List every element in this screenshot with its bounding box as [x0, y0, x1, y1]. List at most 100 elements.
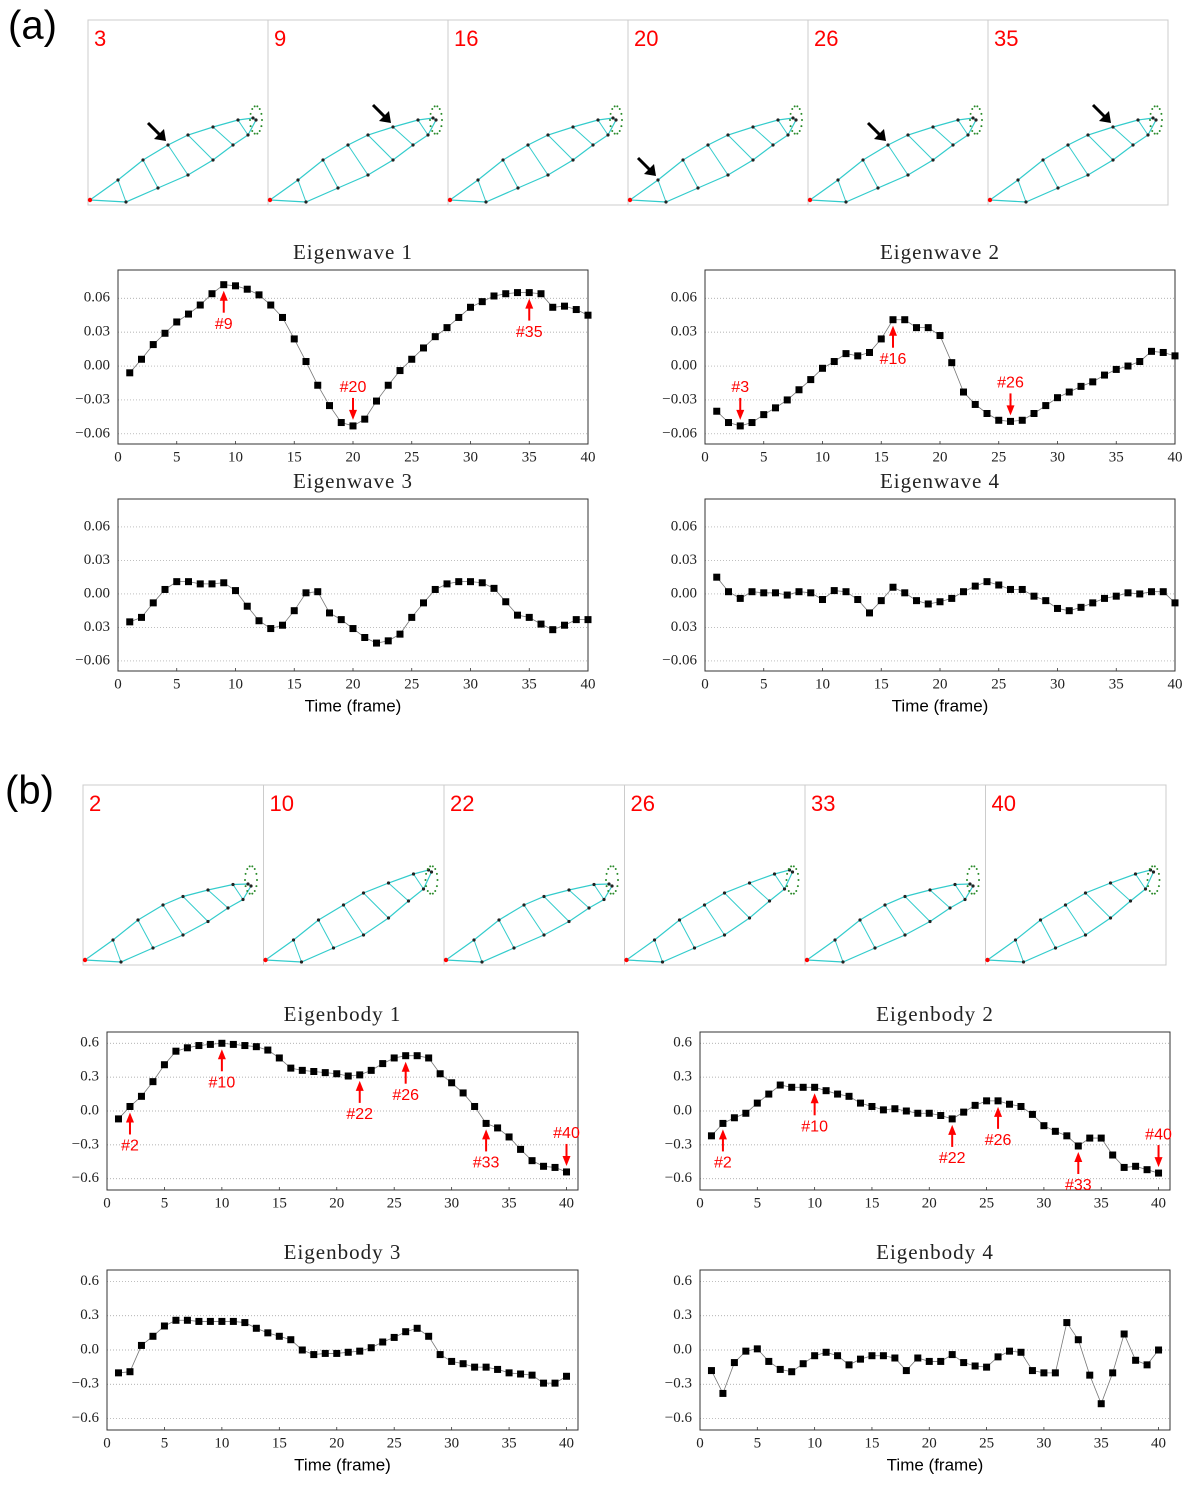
data-point [783, 396, 791, 404]
worm-node [416, 118, 420, 122]
worm-node [606, 133, 610, 137]
data-point [326, 609, 333, 617]
x-tick-label: 20 [922, 1195, 937, 1211]
data-point [551, 1163, 559, 1171]
data-point [436, 1070, 444, 1078]
worm-rib [957, 119, 969, 136]
worm-node [249, 884, 253, 888]
worm-node [111, 938, 115, 942]
head-trace [971, 108, 974, 111]
data-point [126, 1102, 134, 1110]
worm-node [366, 173, 370, 177]
y-tick-label: 0.0 [80, 1102, 99, 1118]
y-tick-label: 0.0 [673, 1341, 692, 1357]
head-trace [1148, 868, 1151, 871]
worm-rib [1087, 134, 1114, 161]
data-point [344, 1348, 352, 1356]
head-trace [976, 105, 979, 108]
data-point [344, 1072, 352, 1080]
head-trace [618, 108, 621, 111]
head-trace [249, 112, 252, 115]
head-trace [616, 105, 619, 108]
worm-node [953, 882, 957, 887]
x-tick-label: 10 [228, 676, 243, 692]
worm-rib [543, 896, 570, 922]
worm-rib [834, 939, 844, 963]
head-trace [256, 132, 259, 135]
worm-node [296, 178, 300, 182]
worm-node [790, 870, 795, 874]
x-tick-label: 5 [754, 1435, 762, 1451]
data-point [795, 386, 803, 394]
data-point [149, 599, 157, 607]
worm-node [1151, 116, 1155, 120]
worm-node [542, 894, 546, 899]
worm-rib [859, 919, 876, 949]
x-tick-label: 25 [991, 676, 1006, 692]
data-point [514, 289, 521, 297]
data-point [149, 1332, 157, 1340]
data-point [584, 616, 592, 624]
x-tick-label: 0 [701, 676, 709, 692]
data-point [1007, 585, 1014, 593]
worm-node [592, 882, 596, 887]
data-point [220, 281, 228, 289]
data-point [114, 1115, 122, 1123]
data-line [711, 1084, 1159, 1174]
y-tick-label: −0.06 [75, 425, 110, 441]
annotation-arrow-head [736, 409, 745, 420]
worm-node [1143, 887, 1148, 891]
worm-rib [679, 919, 695, 949]
data-point [408, 613, 416, 621]
head-trace [1151, 108, 1154, 111]
data-point [185, 578, 192, 586]
worm-node [236, 118, 240, 122]
head-trace [248, 865, 251, 868]
data-point [971, 582, 979, 590]
annotation-arrow-head [562, 1155, 571, 1166]
x-tick-label: 35 [522, 449, 537, 465]
annotation: #26 [392, 1087, 419, 1104]
head-trace [429, 125, 432, 128]
worm-node [747, 881, 752, 885]
data-point [149, 1078, 157, 1086]
worm-rib [904, 896, 931, 922]
worm-rib [417, 119, 429, 136]
worm-tail [807, 197, 813, 203]
data-point [1132, 1356, 1140, 1364]
worm-node [903, 933, 907, 937]
head-trace [431, 865, 434, 868]
x-tick-label: 20 [329, 1435, 344, 1451]
worm-node [501, 158, 505, 162]
x-tick-label: 40 [1151, 1435, 1166, 1451]
head-trace [244, 885, 247, 888]
worm-tail [87, 197, 93, 203]
head-trace [968, 868, 971, 871]
worm-rib [837, 179, 847, 203]
head-trace [978, 129, 981, 132]
data-point [290, 607, 298, 615]
worm-node [1111, 125, 1115, 129]
data-point [138, 613, 145, 621]
data-point [505, 1133, 513, 1141]
worm-node [873, 946, 877, 950]
x-tick-label: 15 [272, 1195, 287, 1211]
data-point [478, 298, 486, 306]
worm-node [246, 882, 250, 886]
data-point [1028, 1367, 1036, 1375]
worm-node [411, 143, 415, 147]
data-point [788, 1368, 796, 1376]
x-tick-label: 25 [991, 449, 1006, 465]
chart-title: Eigenwave 2 [880, 240, 1000, 264]
worm-node [906, 133, 910, 137]
data-point [1089, 378, 1097, 386]
data-point [995, 416, 1003, 424]
worm-node [722, 891, 727, 895]
data-point [845, 1092, 853, 1100]
data-point [1018, 416, 1026, 424]
worm-rib [1112, 126, 1134, 146]
data-point [891, 1105, 899, 1113]
head-trace [433, 105, 436, 108]
frame-cell [985, 784, 1167, 966]
